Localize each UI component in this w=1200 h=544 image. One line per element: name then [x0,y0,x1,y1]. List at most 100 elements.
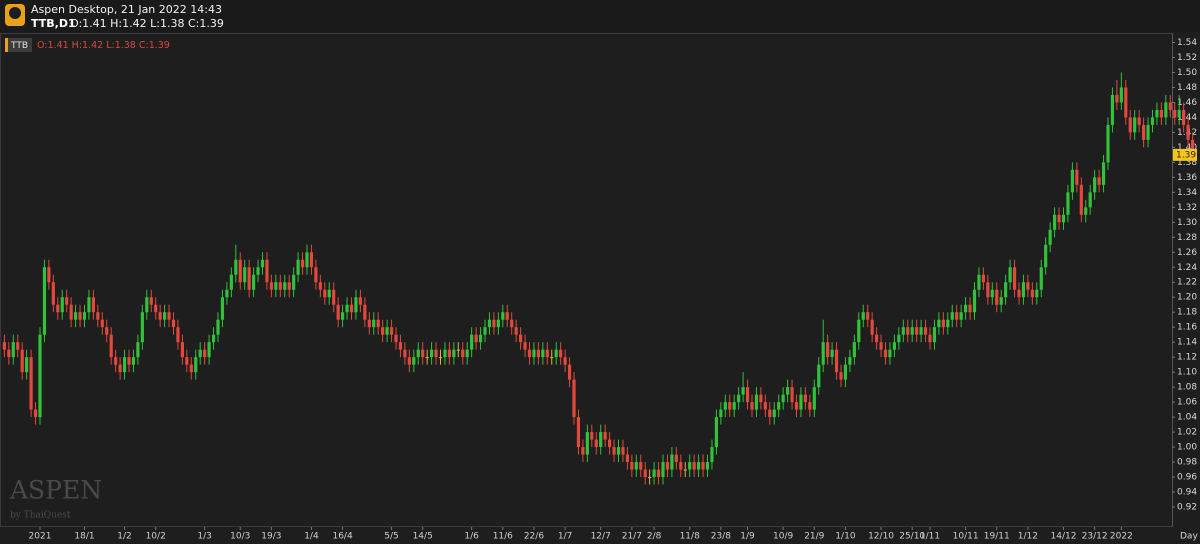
candle-body [1115,94,1119,103]
candle-body [714,417,718,448]
candle-body [122,357,127,373]
candle-body [1012,267,1017,290]
candle-body [737,394,741,403]
candle-body [541,349,545,358]
candle-body [341,312,345,320]
candle-body [634,462,638,470]
candle-body [225,289,229,298]
app-title: Aspen Desktop, 21 Jan 2022 14:43 [31,3,222,16]
candle-body [527,349,532,358]
last-price-label: 1.39 [1176,150,1196,160]
candle-body [131,357,136,365]
candle-body [456,349,460,351]
candle-body [1155,109,1159,118]
candle-body [510,319,514,328]
y-tick-label: 1.00 [1177,443,1197,453]
candle-body [630,462,634,470]
candle-body [559,349,563,358]
candle-body [501,312,505,320]
y-tick-label: 1.48 [1177,83,1197,93]
candle-body [643,469,647,478]
candle-body [946,319,950,328]
candle-body [866,312,870,320]
candle-body [870,319,874,335]
candle-body [114,357,118,365]
candle-body [398,342,403,350]
x-tick-label: 1/2 [117,532,131,542]
candle-body [532,349,536,358]
candle-body [599,432,603,448]
candle-body [1044,244,1048,268]
candle-body [674,454,678,463]
candle-body [1084,207,1088,215]
candle-body [252,274,256,290]
y-tick-label: 1.36 [1177,173,1197,183]
candle-body [514,327,518,335]
candle-body [843,364,848,380]
candle-body [964,304,968,313]
candle-body [11,342,15,358]
candle-body [621,447,625,455]
candle-body [394,334,398,343]
legend-ohlc: O:1.41 H:1.42 L:1.38 C:1.39 [37,40,170,51]
candle-body [1173,109,1177,118]
candle-body [278,282,282,290]
candle-body [127,357,131,365]
candle-body [465,349,469,358]
candle-body [220,297,225,320]
candle-body [47,267,51,283]
candle-body [741,387,745,395]
y-tick-label: 1.12 [1177,353,1197,363]
candle-body [545,349,549,358]
candle-body [834,349,839,373]
candle-body [496,319,500,328]
candle-body [794,402,799,410]
candle-body [928,334,932,343]
candle-body [875,334,879,343]
candle-body [265,259,269,283]
candle-body [799,394,803,410]
candle-body [937,319,941,328]
candle-body [897,334,901,343]
y-tick-label: 1.44 [1177,113,1197,123]
candle-body [189,364,193,373]
candle-body [332,289,336,305]
candle-body [1146,124,1150,140]
candle-body [194,357,198,373]
candle-body [990,289,994,298]
candle-body [234,259,238,275]
candle-body [697,462,701,470]
candle-body [140,312,144,343]
candle-body [1053,214,1057,230]
symbol: TTB,D1 [31,17,76,30]
candle-body [1061,214,1066,223]
candle-body [211,334,216,343]
x-tick-label: 12/7 [591,532,611,542]
x-tick-label: 11/8 [680,532,700,542]
candle-body [309,252,314,268]
candle-body [16,342,20,350]
candle-body [1075,169,1079,185]
candle-body [296,259,300,275]
candle-body [763,402,767,410]
x-tick-label: 1/3 [197,532,211,542]
candle-body [412,357,416,365]
candle-body [74,312,78,320]
candle-body [1057,214,1061,223]
x-tick-label: 1/10 [835,532,855,542]
candle-body [941,319,945,328]
candle-body [923,327,928,335]
candle-body [38,334,42,418]
candle-body [701,462,705,470]
candle-body [247,267,251,290]
candle-body [238,259,242,283]
candle-body [563,357,567,365]
x-tick-label: 10/2 [146,532,166,542]
candle-body [728,402,732,410]
y-tick-label: 0.98 [1177,458,1197,468]
candle-body [65,297,69,305]
x-tick-label: 10/3 [230,532,250,542]
candle-body [826,342,830,358]
candle-body [1150,117,1155,125]
candle-body [1008,267,1012,283]
